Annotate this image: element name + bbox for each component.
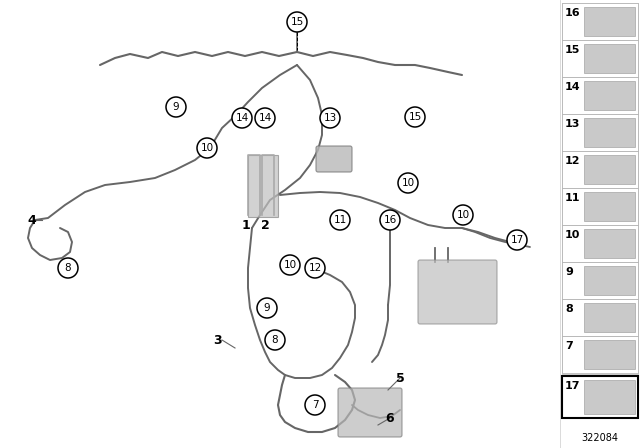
FancyBboxPatch shape (248, 155, 278, 217)
FancyBboxPatch shape (584, 81, 635, 110)
Bar (562, 77, 638, 114)
Text: 14: 14 (236, 113, 248, 123)
Bar (562, 188, 638, 225)
Bar (562, 336, 638, 373)
Circle shape (257, 298, 277, 318)
Text: 12: 12 (308, 263, 322, 273)
Text: 17: 17 (510, 235, 524, 245)
Text: 11: 11 (333, 215, 347, 225)
Text: 2: 2 (260, 219, 269, 232)
Text: 13: 13 (323, 113, 337, 123)
Text: 10: 10 (401, 178, 415, 188)
Circle shape (232, 108, 252, 128)
FancyBboxPatch shape (338, 388, 402, 437)
Circle shape (305, 395, 325, 415)
Text: 7: 7 (565, 341, 573, 351)
Text: 6: 6 (386, 412, 394, 425)
Bar (562, 299, 638, 336)
FancyBboxPatch shape (316, 146, 352, 172)
Bar (562, 376, 638, 418)
Text: 3: 3 (214, 333, 222, 346)
Text: 8: 8 (565, 304, 573, 314)
Circle shape (380, 210, 400, 230)
Circle shape (58, 258, 78, 278)
Circle shape (398, 173, 418, 193)
Text: 5: 5 (396, 371, 404, 384)
Bar (562, 3, 638, 40)
Text: 14: 14 (259, 113, 271, 123)
Text: 4: 4 (28, 214, 36, 227)
FancyBboxPatch shape (418, 260, 497, 324)
Text: 9: 9 (264, 303, 270, 313)
FancyBboxPatch shape (584, 340, 635, 369)
FancyBboxPatch shape (584, 44, 635, 73)
Text: 15: 15 (408, 112, 422, 122)
Circle shape (453, 205, 473, 225)
Text: 10: 10 (456, 210, 470, 220)
FancyBboxPatch shape (584, 229, 635, 258)
Circle shape (507, 230, 527, 250)
FancyBboxPatch shape (584, 303, 635, 332)
Text: 15: 15 (291, 17, 303, 27)
Circle shape (166, 97, 186, 117)
Circle shape (197, 138, 217, 158)
FancyBboxPatch shape (584, 192, 635, 221)
Bar (562, 262, 638, 299)
Text: 1: 1 (242, 219, 250, 232)
Text: 10: 10 (284, 260, 296, 270)
Bar (562, 3, 638, 374)
Text: 8: 8 (65, 263, 71, 273)
Text: 322084: 322084 (582, 433, 618, 443)
FancyBboxPatch shape (584, 380, 635, 414)
Bar (562, 225, 638, 262)
Circle shape (255, 108, 275, 128)
Text: 17: 17 (565, 381, 580, 391)
Text: 10: 10 (200, 143, 214, 153)
FancyBboxPatch shape (584, 118, 635, 147)
Text: 8: 8 (272, 335, 278, 345)
Text: 12: 12 (565, 156, 580, 166)
Text: 7: 7 (312, 400, 318, 410)
Circle shape (287, 12, 307, 32)
Text: 16: 16 (565, 8, 580, 18)
FancyBboxPatch shape (584, 266, 635, 295)
FancyBboxPatch shape (584, 7, 635, 36)
Circle shape (405, 107, 425, 127)
Text: 10: 10 (565, 230, 580, 240)
Bar (562, 114, 638, 151)
Circle shape (330, 210, 350, 230)
Text: 11: 11 (565, 193, 580, 203)
Bar (562, 40, 638, 77)
Circle shape (320, 108, 340, 128)
Text: 9: 9 (173, 102, 179, 112)
Text: 9: 9 (565, 267, 573, 277)
Text: 13: 13 (565, 119, 580, 129)
FancyBboxPatch shape (584, 155, 635, 184)
Text: 16: 16 (383, 215, 397, 225)
Text: 15: 15 (565, 45, 580, 55)
Circle shape (305, 258, 325, 278)
Circle shape (265, 330, 285, 350)
Circle shape (280, 255, 300, 275)
Text: 14: 14 (565, 82, 580, 92)
Bar (562, 151, 638, 188)
